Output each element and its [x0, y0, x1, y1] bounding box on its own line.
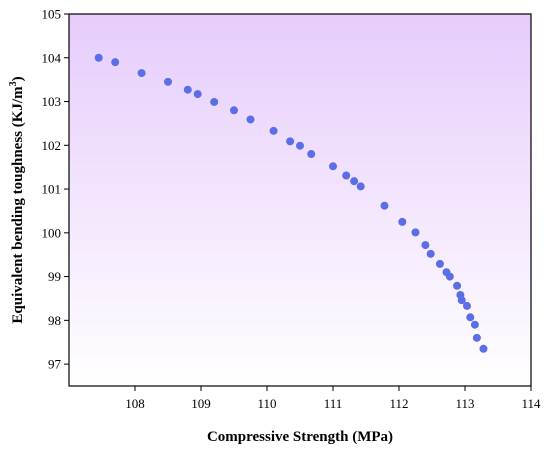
x-axis-title: Compressive Strength (MPa)	[207, 429, 393, 445]
data-point-2	[111, 58, 120, 67]
y-axis-title-close: )	[10, 76, 26, 81]
data-point-28	[457, 296, 466, 305]
x-tick-label: 109	[191, 396, 211, 411]
data-point-5	[183, 85, 192, 94]
data-point-16	[350, 177, 359, 186]
y-axis-title: Equivalent bending toughness (KJ/m3)	[8, 76, 26, 323]
data-point-9	[246, 115, 255, 124]
data-point-13	[307, 150, 316, 159]
y-tick-label: 101	[42, 182, 62, 197]
x-tick-label: 111	[324, 396, 343, 411]
y-axis-title-sup: 3	[8, 81, 19, 86]
data-point-22	[426, 249, 435, 258]
data-point-21	[421, 241, 430, 250]
data-point-11	[286, 137, 295, 146]
data-point-7	[210, 97, 219, 106]
data-point-33	[479, 344, 488, 353]
data-point-12	[296, 141, 304, 150]
data-point-6	[193, 90, 202, 99]
data-point-8	[230, 106, 238, 115]
data-point-17	[356, 182, 365, 191]
data-point-32	[472, 333, 481, 342]
plot-frame	[68, 13, 532, 387]
y-tick-label: 102	[42, 138, 62, 153]
y-tick-label: 105	[42, 7, 62, 22]
data-point-14	[329, 162, 337, 171]
data-point-25	[445, 272, 454, 281]
y-axis: 97 98 99 100 101 102 103 104 105	[42, 7, 69, 372]
x-tick-label: 113	[455, 396, 474, 411]
x-tick-label: 110	[257, 396, 276, 411]
y-tick-label: 97	[48, 357, 62, 372]
data-point-15	[342, 171, 351, 180]
data-point-19	[398, 217, 407, 226]
data-point-18	[380, 201, 389, 210]
data-point-4	[164, 77, 172, 86]
x-tick-label: 108	[125, 396, 145, 411]
data-point-1	[94, 53, 103, 62]
y-tick-label: 104	[42, 50, 62, 65]
data-point-26	[453, 281, 462, 290]
data-point-20	[411, 228, 420, 237]
x-tick-label: 112	[389, 396, 408, 411]
x-tick-label: 114	[521, 396, 541, 411]
data-point-31	[470, 320, 479, 329]
data-point-3	[137, 69, 146, 78]
data-point-10	[269, 126, 278, 135]
x-axis: 108 109 110 111 112 113 114	[125, 386, 541, 411]
y-tick-label: 98	[48, 313, 61, 328]
data-points	[94, 53, 488, 353]
y-tick-label: 100	[42, 225, 62, 240]
y-tick-label: 103	[42, 94, 62, 109]
plot-area	[69, 14, 531, 386]
y-tick-label: 99	[48, 269, 61, 284]
data-point-29	[462, 301, 471, 310]
data-point-30	[466, 313, 475, 322]
data-point-23	[435, 259, 444, 268]
y-axis-title-main: Equivalent bending toughness (KJ/m	[10, 86, 26, 324]
